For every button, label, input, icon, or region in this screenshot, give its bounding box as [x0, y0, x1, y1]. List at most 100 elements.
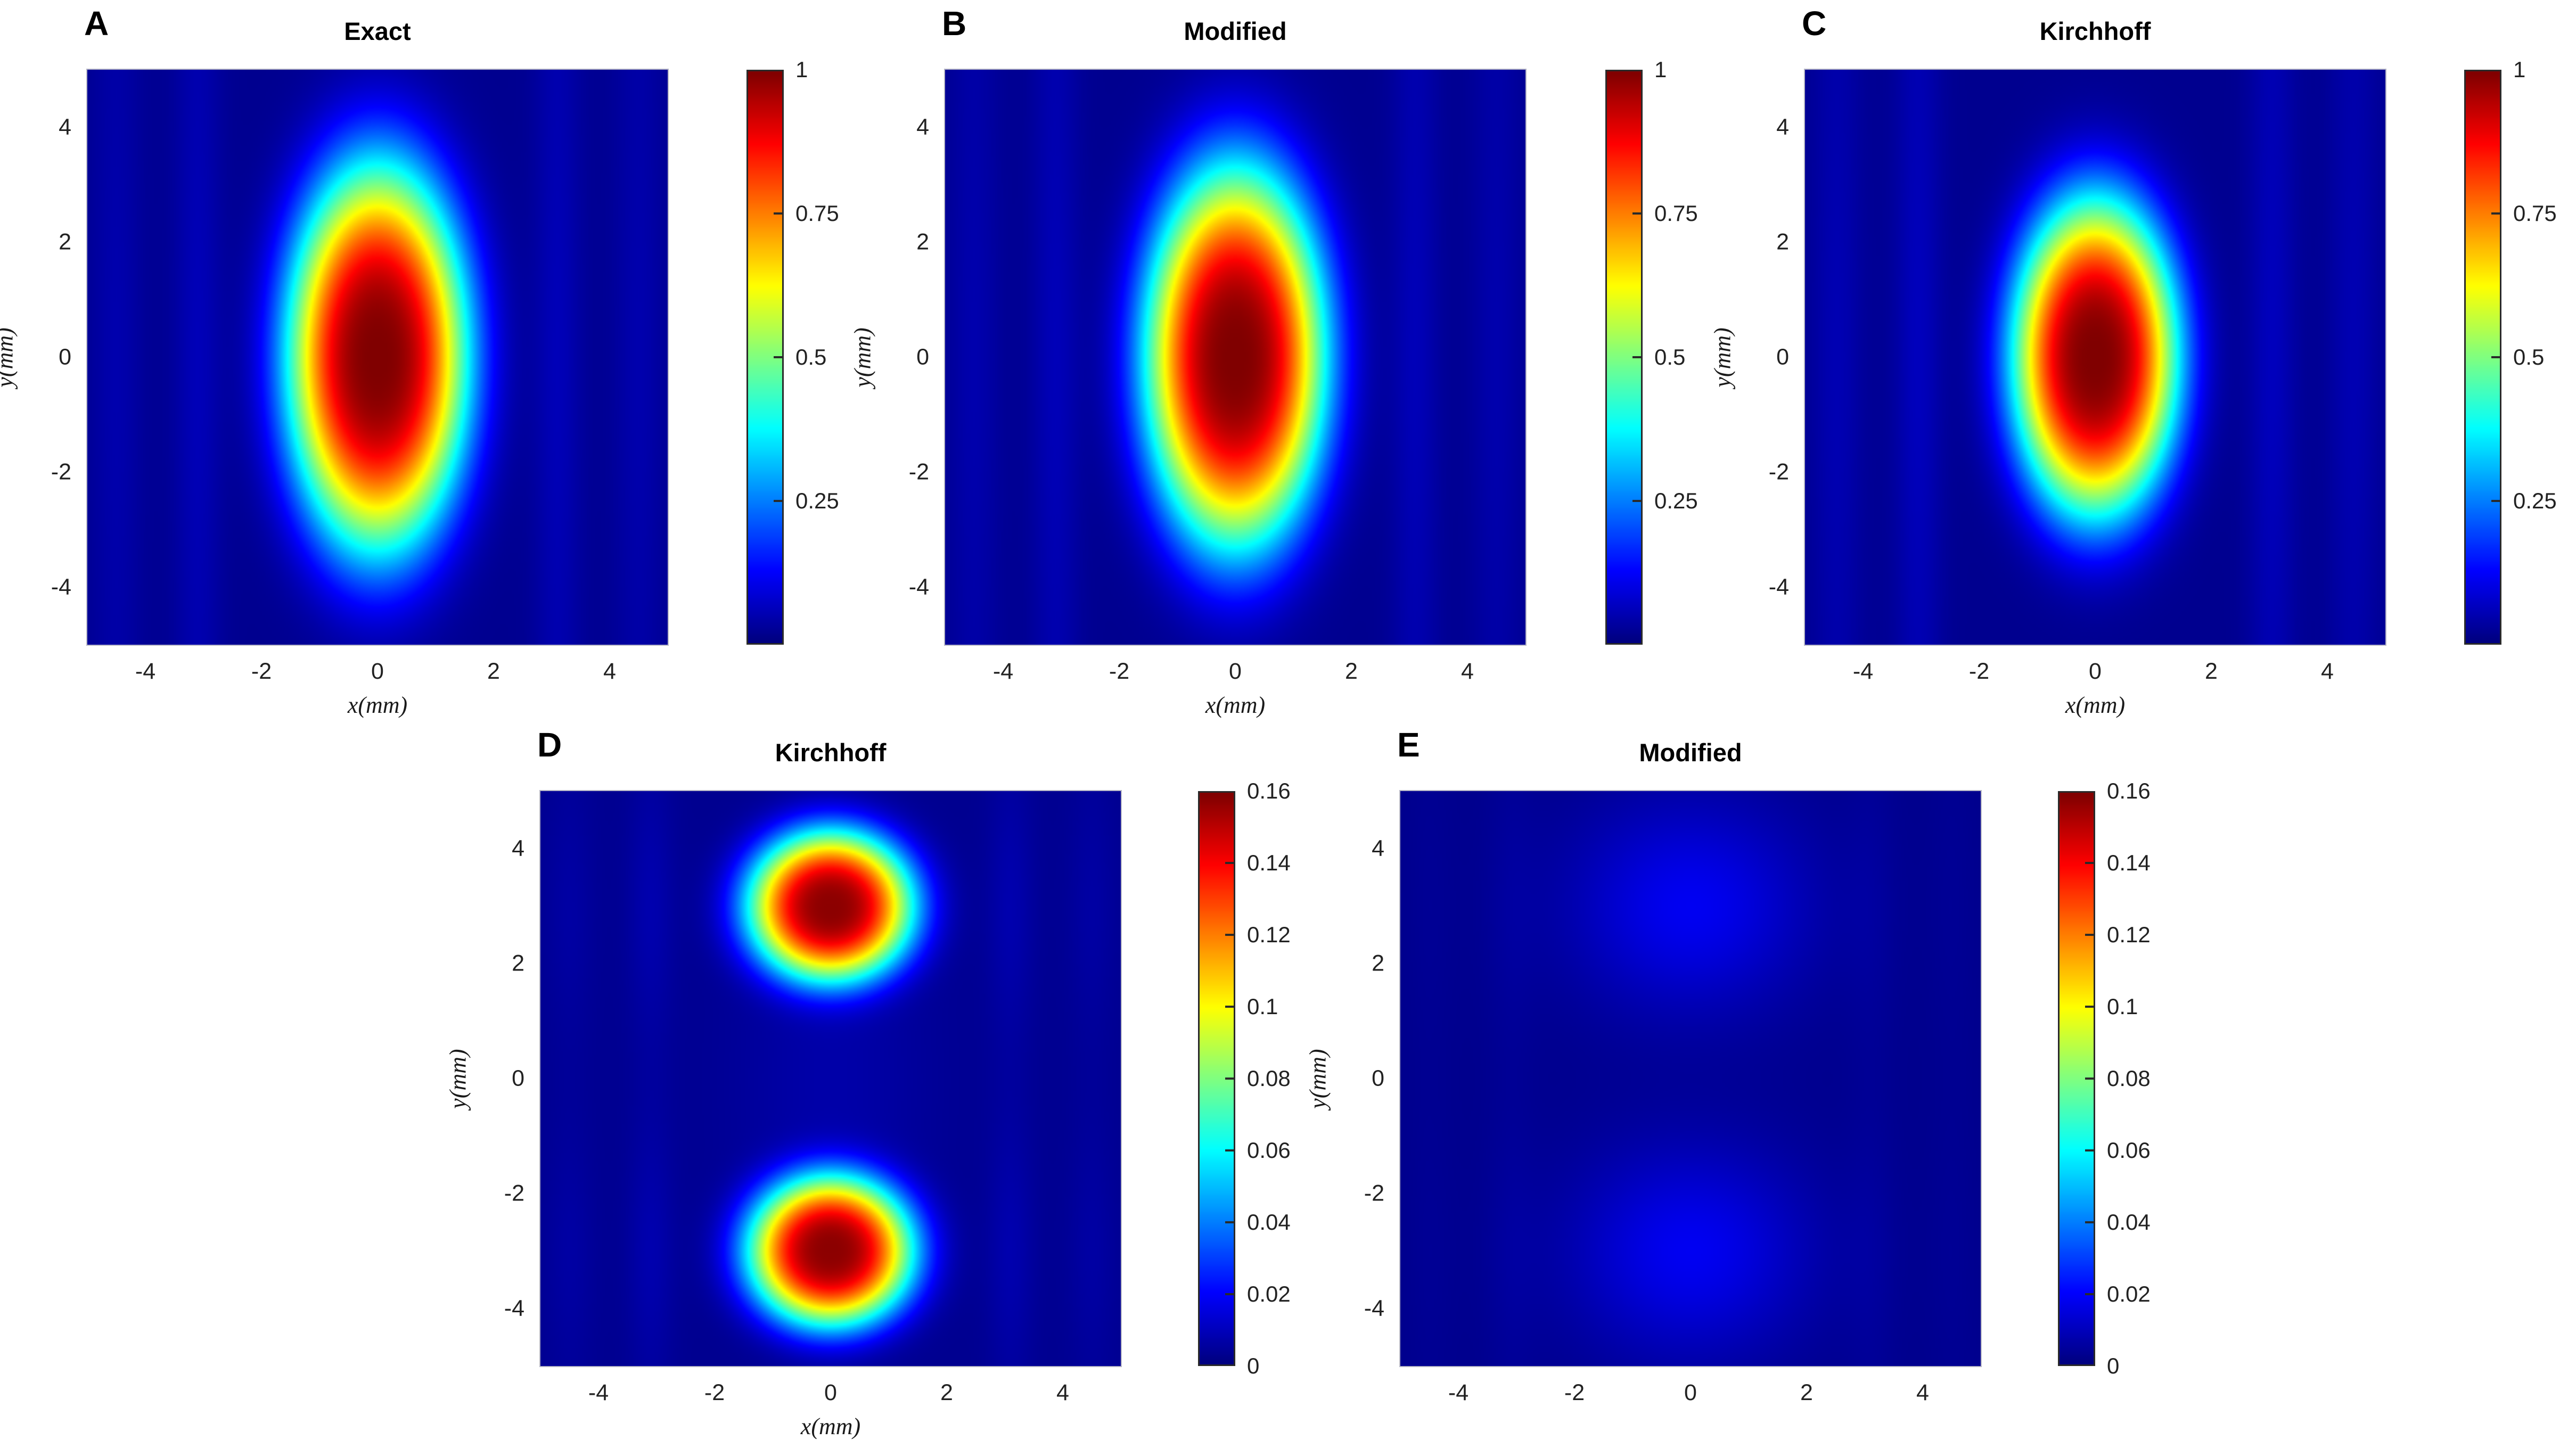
colorbar-tick-label: 0.25: [2513, 488, 2557, 513]
colorbar-tick-mark: [2085, 1293, 2094, 1295]
y-tick-label: -4: [51, 574, 71, 600]
colorbar-tick-label: 1: [795, 57, 808, 82]
x-axis-label-B: x(mm): [1205, 692, 1266, 718]
panel-title-D: Kirchhoff: [775, 738, 887, 767]
colorbar-tick-label: 0.75: [2513, 201, 2557, 226]
heatmap-C: [1804, 69, 2386, 646]
y-axis-ticks-D: 4 2 0 -2 -4: [461, 791, 524, 1366]
y-axis-ticks-C: 4 2 0 -2 -4: [1725, 70, 1789, 645]
colorbar-tick-mark: [1632, 500, 1641, 502]
x-tick-label: 0: [824, 1380, 837, 1405]
x-axis-label-C: x(mm): [2065, 692, 2126, 718]
colorbar-A: 1 0.75 0.5 0.25: [746, 57, 839, 645]
y-axis-ticks-A: 4 2 0 -2 -4: [7, 70, 71, 645]
colorbar-tick-mark: [1225, 1221, 1234, 1223]
panel-title-C: Kirchhoff: [2039, 17, 2151, 45]
colorbar-tick-label: 0.14: [1247, 850, 1291, 875]
panel-C: C Kirchhoff 4 2 0 -2 -4 -4 -2 0 2 4 y(mm) x(mm): [1710, 4, 2386, 718]
colorbar-tick-label: 0.1: [2107, 994, 2138, 1019]
colorbar-tick-mark: [2085, 1221, 2094, 1223]
x-tick-label: -2: [1968, 659, 1990, 684]
y-tick-label: -2: [1364, 1180, 1384, 1206]
y-tick-label: 2: [512, 950, 524, 976]
y-tick-label: -4: [908, 574, 929, 600]
y-tick-label: -4: [1364, 1295, 1384, 1321]
x-tick-label: -4: [135, 659, 156, 684]
colorbar-tick-mark: [1632, 356, 1641, 358]
colorbar-tick-mark: [2491, 356, 2500, 358]
x-axis-ticks-C: -4 -2 0 2 4: [1805, 659, 2385, 690]
colorbar-tick-mark: [2085, 934, 2094, 936]
x-tick-label: 2: [487, 659, 500, 684]
x-axis-label-D: x(mm): [800, 1413, 861, 1439]
y-tick-label: -2: [51, 459, 71, 485]
colorbar-tick-label: 0.25: [795, 488, 839, 513]
x-tick-label: -2: [1564, 1380, 1585, 1405]
y-axis-ticks-E: 4 2 0 -2 -4: [1320, 791, 1384, 1366]
y-tick-label: 4: [1776, 114, 1789, 140]
colorbar-tick-label: 0.16: [2107, 778, 2151, 803]
colorbar-tick-mark: [774, 212, 782, 215]
panel-letter-D: D: [537, 726, 562, 764]
colorbar-tick-label: 0.1: [1247, 994, 1278, 1019]
colorbar-tick-label: 0: [2107, 1353, 2120, 1378]
x-axis-ticks-E: -4 -2 0 2 4: [1400, 1380, 1981, 1412]
x-tick-label: -4: [1852, 659, 1874, 684]
colorbar-tick-label: 0.06: [2107, 1138, 2151, 1163]
x-tick-label: 2: [1800, 1380, 1813, 1405]
x-tick-label: -2: [1109, 659, 1130, 684]
x-axis-ticks-D: -4 -2 0 2 4: [540, 1380, 1121, 1412]
x-tick-label: 2: [1345, 659, 1358, 684]
x-tick-label: 2: [2205, 659, 2218, 684]
colorbar-tick-mark: [1225, 862, 1234, 864]
colorbar-tick-label: 0.5: [2513, 344, 2545, 369]
x-tick-label: 0: [1684, 1380, 1697, 1405]
x-axis-ticks-A: -4 -2 0 2 4: [87, 659, 668, 690]
colorbar-tick-label: 0.25: [1654, 488, 1698, 513]
y-tick-label: -2: [908, 459, 929, 485]
colorbar-tick-label: 0.12: [1247, 922, 1291, 947]
y-tick-label: 0: [59, 344, 71, 370]
panel-title-B: Modified: [1184, 17, 1287, 45]
y-axis-label-E: y(mm): [1304, 1048, 1331, 1109]
colorbar-tick-mark: [1225, 934, 1234, 936]
colorbar-tick-mark: [1225, 1006, 1234, 1008]
y-tick-label: 0: [1776, 344, 1789, 370]
y-tick-label: 0: [1372, 1065, 1384, 1091]
colorbar-tick-mark: [2491, 500, 2500, 502]
y-tick-label: 4: [916, 114, 929, 140]
panel-D: D Kirchhoff 4 2 0 -2 -4 -4 -2 0 2 4 y(mm) x(mm): [445, 726, 1122, 1439]
y-tick-label: 2: [916, 229, 929, 255]
y-tick-label: 4: [1372, 835, 1384, 861]
x-tick-label: -4: [992, 659, 1014, 684]
colorbar-tick-mark: [2085, 862, 2094, 864]
colorbar-B: 1 0.75 0.5 0.25: [1605, 57, 1698, 645]
colorbar-tick-label: 0.02: [2107, 1281, 2151, 1306]
colorbar-tick-label: 0.02: [1247, 1281, 1291, 1306]
x-tick-label: -2: [704, 1380, 725, 1405]
heatmap-D: [539, 790, 1122, 1367]
colorbar-tick-mark: [1225, 1149, 1234, 1151]
y-tick-label: -2: [1768, 459, 1789, 485]
colorbar-tick-label: 0.12: [2107, 922, 2151, 947]
colorbar-tick-mark: [774, 356, 782, 358]
x-tick-label: 4: [1461, 659, 1474, 684]
colorbar-tick-label: 0.08: [1247, 1066, 1291, 1091]
colorbar-tick-mark: [2491, 212, 2500, 215]
y-tick-label: 2: [59, 229, 71, 255]
x-tick-label: 0: [371, 659, 384, 684]
colorbar-tick-mark: [1225, 1293, 1234, 1295]
colorbar-tick-mark: [1632, 212, 1641, 215]
colorbar-tick-label: 0.75: [795, 201, 839, 226]
panel-title-A: Exact: [344, 17, 411, 45]
y-tick-label: -4: [504, 1295, 524, 1321]
colorbar-tick-label: 0.06: [1247, 1138, 1291, 1163]
x-tick-label: 4: [2321, 659, 2334, 684]
panel-E: E Modified 4 2 0 -2 -4 -4 -2 0 2 4 y(mm): [1305, 726, 1982, 1405]
colorbar-tick-label: 0.5: [1654, 344, 1686, 369]
x-tick-label: 0: [1229, 659, 1242, 684]
y-tick-label: 0: [916, 344, 929, 370]
colorbar-tick-label: 0.5: [795, 344, 827, 369]
y-axis-label-C: y(mm): [1709, 327, 1736, 388]
